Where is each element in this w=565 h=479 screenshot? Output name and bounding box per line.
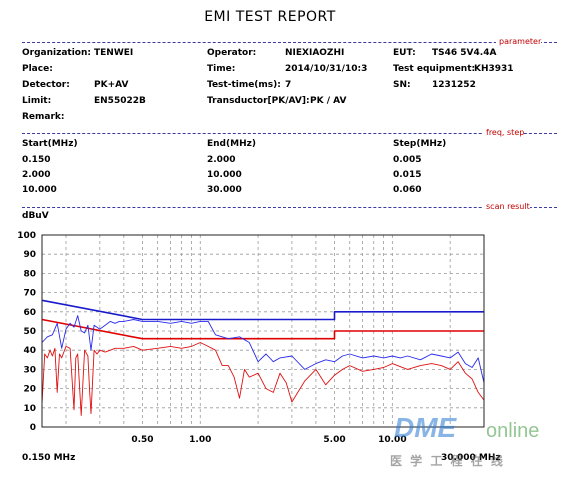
organization-label: Organization: xyxy=(22,48,91,58)
report-title: EMI TEST REPORT xyxy=(204,9,336,25)
parameter-section-label: parameter xyxy=(496,37,542,46)
limit-value: EN55022B xyxy=(94,96,146,106)
x-tick-label: 0.50 xyxy=(131,435,153,445)
operator-value: NIEXIAOZHI xyxy=(285,48,345,58)
detector-label: Detector: xyxy=(22,80,70,90)
series-limit-qp xyxy=(41,299,484,321)
y-axis-unit-label: dBuV xyxy=(22,211,49,221)
test-time-label: Test-time(ms): xyxy=(207,80,281,90)
series-limit-av xyxy=(41,318,484,340)
y-tick-label: 10 xyxy=(23,404,36,414)
y-tick-label: 60 xyxy=(23,308,36,318)
y-tick-label: 30 xyxy=(23,365,36,375)
y-tick-label: 0 xyxy=(30,423,36,433)
freq-row-2-end: 10.000 xyxy=(207,170,242,180)
freq-header-step: Step(MHz) xyxy=(393,139,447,149)
x-axis-end-label: 30.000 MHz xyxy=(441,453,501,463)
organization-value: TENWEI xyxy=(94,48,134,58)
parameter-divider xyxy=(22,42,557,43)
y-tick-label: 70 xyxy=(23,289,36,299)
freq-step-section-label: freq, step xyxy=(483,128,525,137)
freq-row-3-step: 0.060 xyxy=(393,185,422,195)
eut-value: TS46 5V4.4A xyxy=(432,48,497,58)
test-time-value: 7 xyxy=(285,80,292,90)
x-tick-label: 1.00 xyxy=(189,435,211,445)
x-tick-label: 5.00 xyxy=(323,435,345,445)
sn-value: 1231252 xyxy=(432,80,476,90)
test-equipment-value: KH3931 xyxy=(474,64,514,74)
y-tick-label: 90 xyxy=(23,250,36,260)
freq-row-2-step: 0.015 xyxy=(393,170,422,180)
y-tick-label: 40 xyxy=(23,346,36,356)
place-label: Place: xyxy=(22,64,53,74)
y-tick-label: 80 xyxy=(23,269,36,279)
x-tick-label: 10.00 xyxy=(378,435,406,445)
eut-label: EUT: xyxy=(393,48,416,58)
plot-frame xyxy=(41,234,485,428)
y-tick-label: 50 xyxy=(23,327,36,337)
sn-label: SN: xyxy=(393,80,411,90)
x-axis-start-label: 0.150 MHz xyxy=(22,453,75,463)
remark-label: Remark: xyxy=(22,112,65,122)
freq-row-1-step: 0.005 xyxy=(393,155,422,165)
freq-row-1-end: 2.000 xyxy=(207,155,236,165)
time-label: Time: xyxy=(207,64,236,74)
detector-value: PK+AV xyxy=(94,80,129,90)
test-equipment-label: Test equipment: xyxy=(393,64,476,74)
freq-row-3-start: 10.000 xyxy=(22,185,57,195)
time-value: 2014/10/31/10:3 xyxy=(285,64,368,74)
scan-result-section-label: scan result xyxy=(483,202,530,211)
operator-label: Operator: xyxy=(207,48,257,58)
freq-step-divider xyxy=(22,133,557,134)
y-tick-label: 20 xyxy=(23,385,36,395)
freq-row-1-start: 0.150 xyxy=(22,155,51,165)
freq-row-3-end: 30.000 xyxy=(207,185,242,195)
transductor-value: PK / AV xyxy=(310,96,347,106)
limit-label: Limit: xyxy=(22,96,52,106)
scan-result-divider xyxy=(22,207,557,208)
series-trace-av xyxy=(41,342,485,416)
freq-row-2-start: 2.000 xyxy=(22,170,51,180)
freq-header-start: Start(MHz) xyxy=(22,139,78,149)
transductor-label: Transductor[PK/AV]: xyxy=(207,96,310,106)
freq-header-end: End(MHz) xyxy=(207,139,256,149)
series-trace-pk xyxy=(41,315,485,383)
y-tick-label: 100 xyxy=(17,231,36,241)
